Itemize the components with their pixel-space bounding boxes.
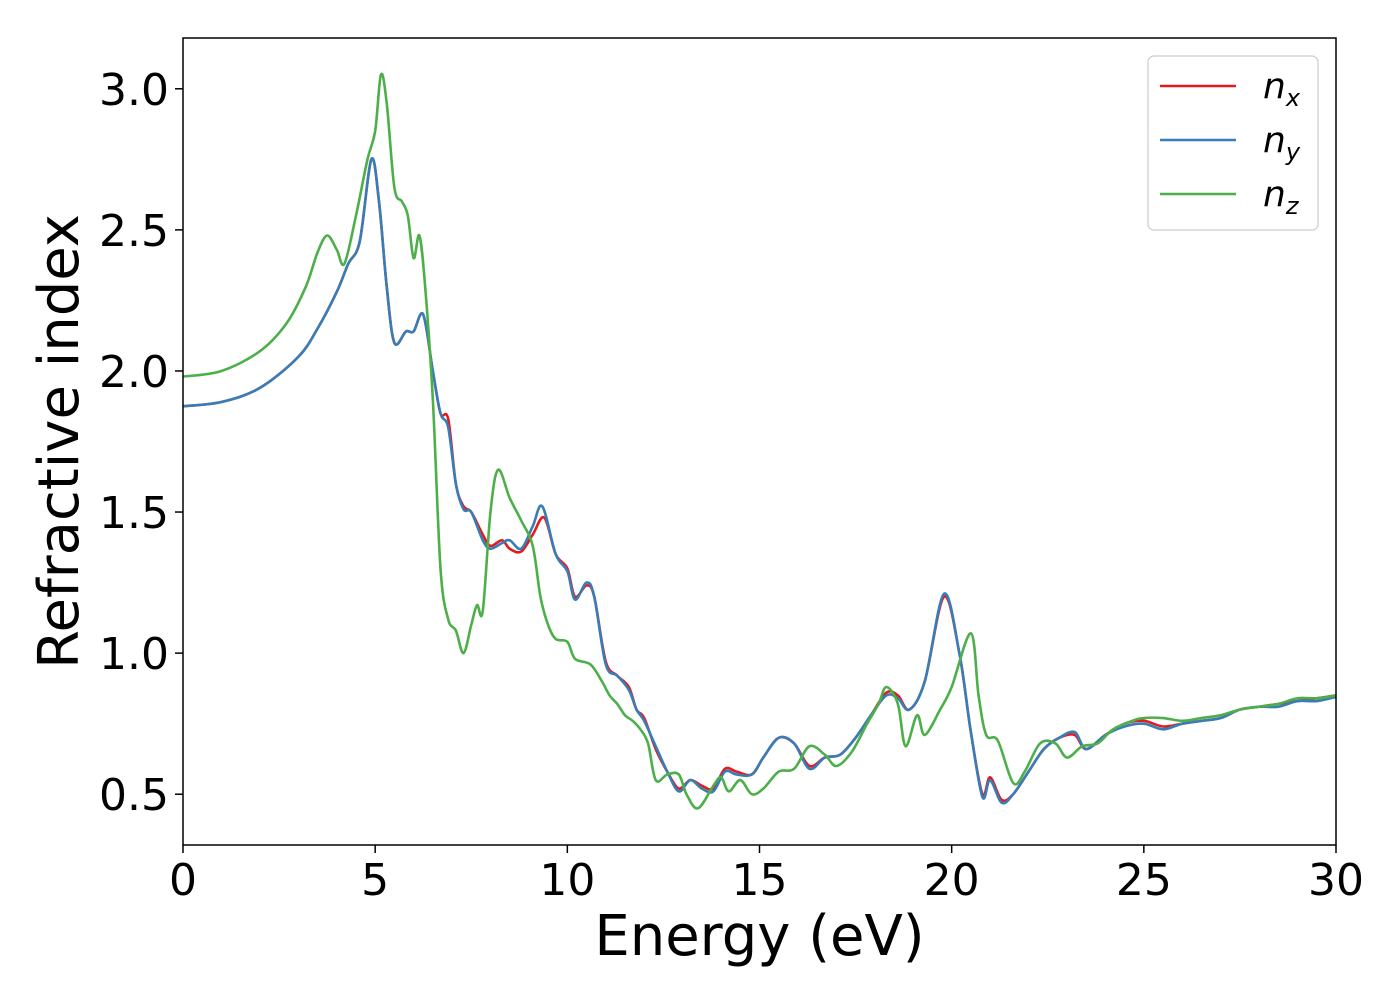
y-tick-label: 1.0 <box>99 629 169 680</box>
y-tick-label: 0.5 <box>99 770 169 821</box>
x-axis-label: Energy (eV) <box>594 904 924 969</box>
x-tick-label: 0 <box>169 855 197 906</box>
y-tick-label: 2.5 <box>99 206 169 257</box>
y-tick-label: 1.5 <box>99 488 169 539</box>
x-tick-label: 10 <box>539 855 595 906</box>
x-tick-label: 5 <box>361 855 389 906</box>
y-axis-ticks: 0.5 1.0 1.5 2.0 2.5 3.0 <box>99 65 183 821</box>
x-tick-label: 15 <box>732 855 788 906</box>
x-axis-ticks: 0 5 10 15 20 25 30 <box>169 845 1364 906</box>
x-tick-label: 20 <box>924 855 980 906</box>
series-line-n-y <box>183 157 1336 805</box>
legend-label: nz <box>1263 174 1300 220</box>
y-tick-label: 3.0 <box>99 65 169 116</box>
series-layer <box>183 72 1336 810</box>
legend-label: ny <box>1263 120 1301 166</box>
plot-area: 0 5 10 15 20 25 30 0.5 1.0 1.5 2.0 2.5 3.0 <box>99 37 1364 906</box>
series-line-n-z <box>183 72 1336 810</box>
y-tick-label: 2.0 <box>99 347 169 398</box>
x-tick-label: 30 <box>1308 855 1364 906</box>
y-axis-label: Refractive index <box>27 214 92 669</box>
x-tick-label: 25 <box>1116 855 1172 906</box>
legend-box <box>1147 55 1319 231</box>
legend: nx ny nz <box>1147 55 1319 231</box>
legend-label: nx <box>1263 66 1301 112</box>
